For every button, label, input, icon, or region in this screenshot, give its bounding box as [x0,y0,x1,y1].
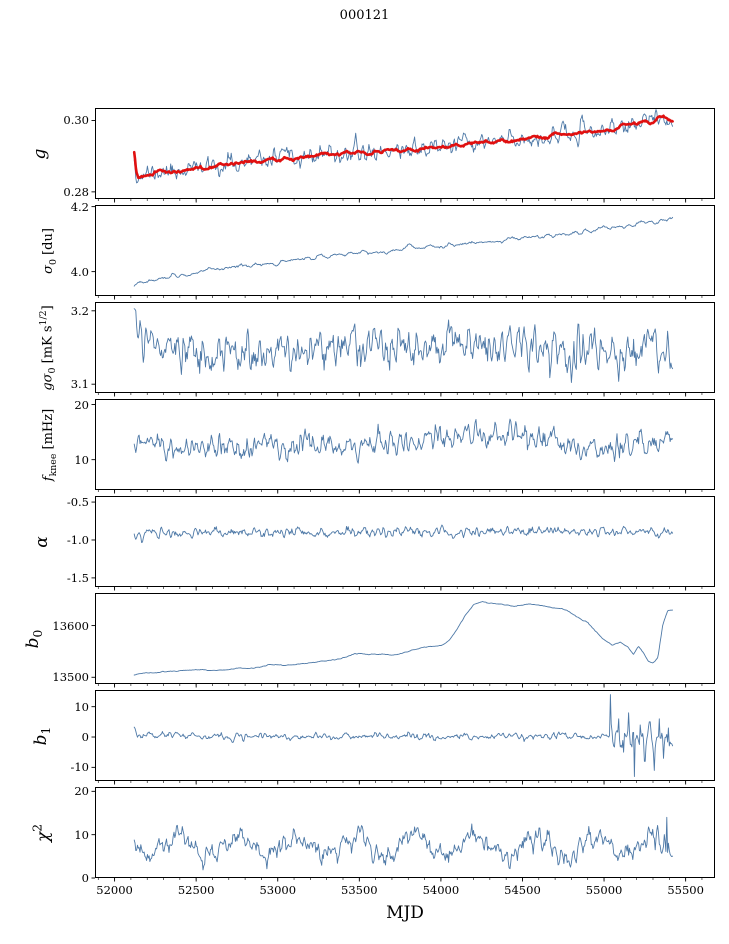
series-wn [133,308,674,383]
y-axis-label-part: b [30,733,51,745]
y-axis-label-part: knee [47,453,59,476]
series-g-fit [132,114,674,180]
y-tick-label-alpha: -1.0 [66,532,89,547]
y-tick-label-alpha: -1.5 [66,570,89,585]
figure-title: 000121 [339,8,390,23]
panel-border [95,205,715,296]
y-tick-label-b0: 13500 [52,670,89,685]
y-tick-label-sigma0: 4.2 [70,199,89,214]
panel-sigma0 [91,205,715,300]
y-axis-label-sigma0: σ0 [du] [41,228,59,274]
y-tick-label-b1: 0 [81,730,89,745]
panel-b1 [91,690,715,785]
series-sigma0 [133,216,674,287]
y-tick-label-b0: 13600 [52,618,89,633]
y-tick-label-chi2: 10 [74,827,89,842]
panel-wn [91,302,715,397]
series-g-raw [133,109,674,184]
x-tick-label: 54000 [422,883,460,897]
y-axis-label-part: 1/2 [38,309,50,325]
y-axis-label-part: gσ [40,372,56,391]
y-tick-label-sigma0: 4.0 [70,264,89,279]
panel-alpha [91,496,715,591]
y-tick-label-chi2: 0 [81,871,89,885]
y-tick-label-b1: -10 [70,760,89,775]
x-tick-label: 55000 [585,883,623,897]
x-tick-label: 53000 [259,883,297,897]
y-axis-label-part: 2 [30,823,45,832]
y-tick-label-fknee: 10 [74,452,89,467]
x-tick-label: 55500 [667,883,704,897]
panel-b0 [91,593,715,688]
y-axis-label-b1: b1 [31,726,53,745]
y-axis-label-part: g [30,148,50,159]
y-axis-label-part: 0 [47,258,59,265]
y-axis-label-part: [du] [41,227,57,259]
y-axis-label-part: [mHz] [41,408,57,454]
y-tick-label-g: 0.30 [63,113,89,128]
y-axis-label-part: 1 [39,726,54,734]
series-alpha [133,524,674,543]
panel-border [95,496,715,587]
y-axis-label-chi2: χ2 [31,823,54,841]
x-tick-label: 52500 [177,883,215,897]
y-tick-label-fknee: 20 [74,397,89,412]
y-axis-label-b0: b0 [23,629,45,648]
x-tick-label: 54500 [504,883,541,897]
y-axis-label-alpha: α [32,536,52,547]
y-axis-label-part: 0 [31,629,46,637]
y-axis-label-part: χ [33,831,54,842]
series-fknee [133,418,674,464]
y-axis-label-part: [mK s [40,324,56,368]
y-axis-label-g: g [30,148,50,159]
y-tick-label-wn: 3.2 [70,303,89,318]
panel-g [91,108,715,203]
panel-border [95,593,715,684]
panel-chi2 [91,787,715,882]
y-tick-label-b1: 10 [74,699,89,714]
y-tick-label-chi2: 20 [74,784,89,799]
y-axis-label-part: 0 [46,367,58,373]
panel-fknee [91,399,715,494]
panel-border [95,108,715,199]
x-axis-label: MJD [386,903,424,923]
panel-border [95,399,715,490]
y-axis-label-part: α [32,535,52,548]
y-tick-label-wn: 3.1 [70,377,89,392]
y-axis-label-part: b [22,636,43,648]
series-chi2 [133,816,674,871]
series-b0 [133,601,674,676]
y-axis-label-part: σ [41,264,57,274]
y-tick-label-g: 0.28 [63,184,89,199]
y-axis-label-part: f [41,475,57,481]
x-tick-label: 53500 [341,883,378,897]
y-axis-label-part: ] [40,304,56,310]
y-tick-label-alpha: -0.5 [66,495,89,510]
panel-border [95,690,715,781]
y-axis-label-wn: gσ0 [mK s1/2] [38,305,58,390]
panel-border [95,787,715,878]
panel-border [95,302,715,393]
series-b1 [133,694,674,777]
x-tick-label: 52000 [96,883,133,897]
y-axis-label-fknee: fknee [mHz] [41,408,59,480]
